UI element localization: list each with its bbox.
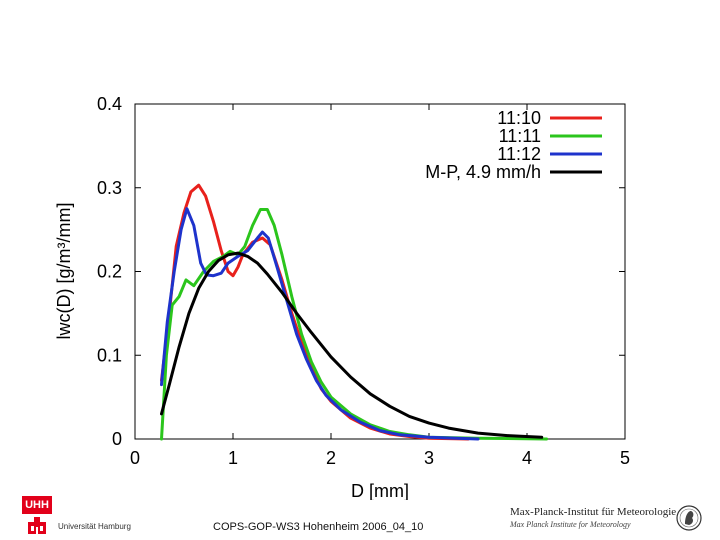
x-tick-label: 3 — [424, 448, 434, 468]
y-tick-label: 0.3 — [97, 178, 122, 198]
legend-label: 11:12 — [497, 144, 541, 164]
y-tick-label: 0 — [112, 429, 122, 449]
mpi-subtitle: Max Planck Institute for Meteorology — [510, 520, 631, 529]
uhh-logo-mark: UHH — [22, 496, 52, 514]
uhh-tower-icon — [28, 517, 46, 534]
uhh-logo: UHH Universität Hamburg — [22, 496, 162, 536]
uhh-name: Universität Hamburg — [58, 522, 131, 531]
axis-ticks: 0 1 2 3 4 5 0 0.1 0.2 0.3 0.4 — [97, 94, 630, 468]
y-tick-label: 0.1 — [97, 345, 122, 365]
x-tick-label: 5 — [620, 448, 630, 468]
series-line — [160, 207, 480, 441]
legend-label: 11:10 — [497, 108, 541, 128]
y-tick-label: 0.2 — [97, 262, 122, 282]
x-tick-label: 1 — [228, 448, 238, 468]
minerva-emblem-icon — [676, 505, 702, 531]
mpi-name: Max-Planck-Institut für Meteorologie — [510, 506, 677, 518]
legend-label: M-P, 4.9 mm/h — [425, 162, 541, 182]
line-chart: 0 1 2 3 4 5 0 0.1 0.2 0.3 0.4 11:1011:1111:12M-P, … — [54, 94, 630, 500]
mpi-logo: Max-Planck-Institut für Meteorologie Max… — [510, 504, 710, 538]
series-line — [160, 183, 470, 441]
x-tick-label: 0 — [130, 448, 140, 468]
footer-caption: COPS-GOP-WS3 Hohenheim 2006_04_10 — [213, 521, 424, 533]
series-line — [160, 208, 549, 441]
y-tick-label: 0.4 — [97, 94, 122, 114]
series-lines — [160, 183, 549, 441]
legend-label: 11:11 — [499, 126, 541, 146]
series-line — [160, 251, 544, 439]
x-tick-label: 2 — [326, 448, 336, 468]
x-tick-label: 4 — [522, 448, 532, 468]
x-axis-label: D [mm] — [351, 481, 409, 500]
y-axis-label: lwc(D) [g/m³/mm] — [54, 203, 74, 340]
